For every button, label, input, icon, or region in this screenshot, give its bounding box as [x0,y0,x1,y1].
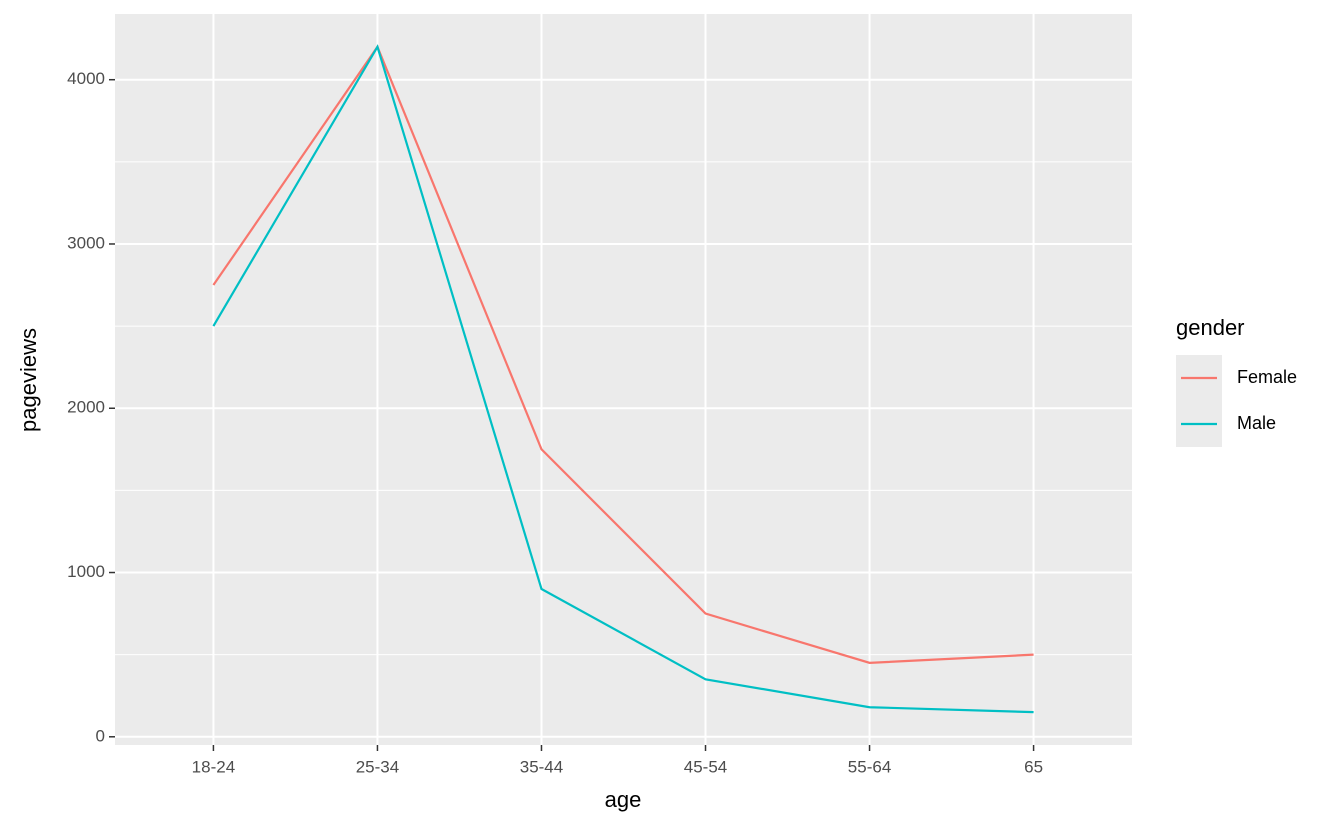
legend-key-background [1176,355,1222,447]
x-tick-label: 55-64 [848,757,891,776]
x-tick-label: 45-54 [684,757,727,776]
x-axis-title: age [605,787,642,812]
y-tick-label: 0 [96,726,105,745]
y-tick-label: 2000 [67,398,105,417]
legend-label: Female [1237,367,1297,387]
y-tick-label: 4000 [67,69,105,88]
x-tick-label: 25-34 [356,757,399,776]
x-tick-label: 35-44 [520,757,563,776]
x-tick-label: 18-24 [192,757,235,776]
legend-title: gender [1176,315,1245,340]
line [212,44,1034,714]
line [212,44,1034,664]
panel [115,14,1132,745]
y-tick-label: 1000 [67,562,105,581]
y-axis-title: pageviews [16,328,41,432]
legend-label: Male [1237,413,1276,433]
y-tick-label: 3000 [67,233,105,252]
x-tick-label: 65 [1024,757,1043,776]
